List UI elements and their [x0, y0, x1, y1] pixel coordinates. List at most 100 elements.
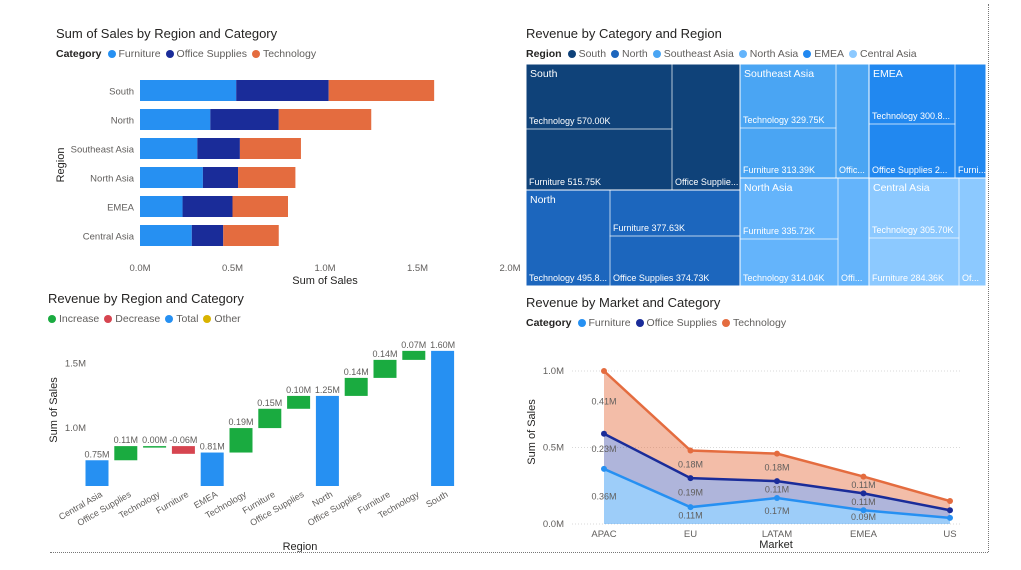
bar-north-furniture[interactable] — [140, 109, 211, 130]
data-point-furniture[interactable] — [774, 494, 780, 501]
data-point-technology[interactable] — [687, 447, 694, 454]
data-point-technology[interactable] — [601, 368, 607, 374]
waterfall-bar-8-north[interactable] — [315, 395, 339, 486]
bar-south-office-supplies[interactable] — [236, 80, 329, 101]
data-point-furniture[interactable] — [947, 514, 953, 521]
y-tick-label: 1.0M — [65, 423, 86, 434]
treemap-cell-label: Technology 329.75K — [743, 115, 825, 125]
bar-north-office-supplies[interactable] — [210, 109, 279, 130]
legend-item-office-supplies-2[interactable]: Office Supplies — [635, 317, 717, 329]
bar-south-technology[interactable] — [328, 80, 435, 101]
treemap-cell-label: Office Supplies 2... — [872, 165, 947, 175]
legend-item-office-supplies[interactable]: Office Supplies — [165, 48, 247, 60]
x-tick-label: EU — [684, 529, 697, 540]
waterfall-bar-9-office-supplies[interactable] — [344, 377, 368, 396]
data-point-furniture[interactable] — [860, 507, 867, 514]
treemap-cell-north-asia-0[interactable] — [739, 177, 839, 240]
data-point-furniture[interactable] — [687, 504, 694, 511]
bar-north-technology[interactable] — [278, 109, 372, 130]
data-point-office-supplies[interactable] — [947, 507, 953, 514]
legend-item-furniture[interactable]: Furniture — [107, 48, 161, 60]
legend-item-other[interactable]: Other — [203, 313, 241, 325]
data-point-office-supplies[interactable] — [601, 430, 607, 437]
chart3-legend: Increase Decrease Total Other — [48, 313, 246, 325]
treemap-cell-label: Offic... — [839, 165, 865, 175]
treemap-cell-central-asia-1[interactable] — [868, 237, 960, 286]
y-tick-label: 0.0M — [543, 519, 564, 530]
legend-item-increase[interactable]: Increase — [48, 313, 99, 325]
data-label: 0.11M — [851, 497, 875, 507]
legend-item-south[interactable]: South — [567, 48, 606, 60]
bar-southeast-asia-office-supplies[interactable] — [197, 138, 240, 159]
x-tick-label: EMEA — [850, 529, 878, 540]
bar-north-asia-furniture[interactable] — [140, 167, 203, 188]
waterfall-bar-6-furniture[interactable] — [258, 408, 282, 429]
data-point-furniture[interactable] — [601, 465, 607, 472]
treemap-cell-label: Office Supplies 374.73K — [613, 273, 709, 283]
data-point-office-supplies[interactable] — [687, 475, 694, 482]
data-label: 0.11M — [678, 511, 702, 521]
bar-central-asia-office-supplies[interactable] — [191, 225, 224, 246]
data-point-technology[interactable] — [774, 450, 780, 457]
data-point-office-supplies[interactable] — [774, 478, 780, 485]
waterfall-bar-2-technology[interactable] — [143, 446, 167, 448]
treemap-cell-label: Furniture 284.36K — [872, 273, 944, 283]
legend-item-north-asia[interactable]: North Asia — [738, 48, 798, 60]
bar-emea-office-supplies[interactable] — [182, 196, 233, 217]
bar-southeast-asia-furniture[interactable] — [140, 138, 198, 159]
treemap-cell-north-asia-1[interactable] — [739, 238, 839, 286]
waterfall-bar-12-south[interactable] — [431, 350, 455, 486]
treemap-cell-central-asia-2[interactable] — [958, 177, 986, 286]
waterfall-bar-10-furniture[interactable] — [373, 359, 397, 378]
legend-item-southeast-asia[interactable]: Southeast Asia — [652, 48, 734, 60]
legend-item-furniture-2[interactable]: Furniture — [577, 317, 631, 329]
bar-emea-technology[interactable] — [232, 196, 289, 217]
treemap-cell-emea-0[interactable] — [868, 64, 956, 125]
data-label: 0.14M — [372, 349, 397, 359]
waterfall-bar-1-office-supplies[interactable] — [114, 446, 138, 461]
x-tick-label: 0.5M — [222, 263, 243, 274]
treemap-group-south[interactable] — [526, 64, 741, 191]
legend-item-technology[interactable]: Technology — [251, 48, 316, 60]
y-axis-title: Sum of Sales — [526, 399, 538, 465]
treemap-cell-north-0[interactable] — [526, 189, 611, 286]
legend-item-central-asia[interactable]: Central Asia — [849, 48, 917, 60]
waterfall-bar-4-emea[interactable] — [200, 452, 224, 486]
legend-item-technology-2[interactable]: Technology — [721, 317, 786, 329]
waterfall-bar-0-central-asia[interactable] — [85, 460, 109, 486]
bar-emea-furniture[interactable] — [140, 196, 183, 217]
waterfall-bar-3-furniture[interactable] — [171, 446, 195, 454]
bar-north-asia-office-supplies[interactable] — [202, 167, 239, 188]
legend-item-decrease[interactable]: Decrease — [104, 313, 160, 325]
treemap-cell-south-0[interactable] — [526, 64, 673, 130]
bar-north-asia-technology[interactable] — [238, 167, 296, 188]
treemap-group-north[interactable] — [526, 189, 741, 286]
treemap-group-southeast-asia[interactable] — [739, 64, 870, 179]
data-point-office-supplies[interactable] — [860, 490, 867, 497]
treemap-group-north-asia[interactable] — [739, 177, 870, 286]
waterfall-bar-5-technology[interactable] — [229, 428, 253, 453]
data-point-technology[interactable] — [860, 473, 867, 480]
treemap-group-emea[interactable] — [868, 64, 986, 179]
area-fill-office-supplies[interactable] — [604, 433, 950, 518]
bar-central-asia-technology[interactable] — [223, 225, 279, 246]
y-tick-label: 0.5M — [543, 443, 564, 454]
data-label: 0.18M — [764, 462, 789, 472]
x-axis-title: Market — [759, 539, 793, 550]
treemap-group-central-asia[interactable] — [868, 177, 986, 286]
bar-southeast-asia-technology[interactable] — [239, 138, 301, 159]
data-label: 0.07M — [401, 340, 426, 350]
bar-central-asia-furniture[interactable] — [140, 225, 192, 246]
legend-item-north[interactable]: North — [611, 48, 648, 60]
treemap-cell-central-asia-0[interactable] — [868, 177, 960, 239]
y-tick-label: 1.0M — [543, 366, 564, 377]
legend-item-total[interactable]: Total — [165, 313, 198, 325]
bar-south-furniture[interactable] — [140, 80, 237, 101]
waterfall-bar-11-technology[interactable] — [402, 350, 426, 360]
waterfall-bar-7-office-supplies[interactable] — [287, 395, 311, 409]
treemap-cell-southeast-asia-0[interactable] — [739, 64, 837, 129]
data-label: 0.11M — [851, 480, 875, 490]
legend-item-emea[interactable]: EMEA — [803, 48, 844, 60]
treemap-cell-label: Furniture 515.75K — [529, 177, 601, 187]
data-point-technology[interactable] — [947, 498, 953, 505]
